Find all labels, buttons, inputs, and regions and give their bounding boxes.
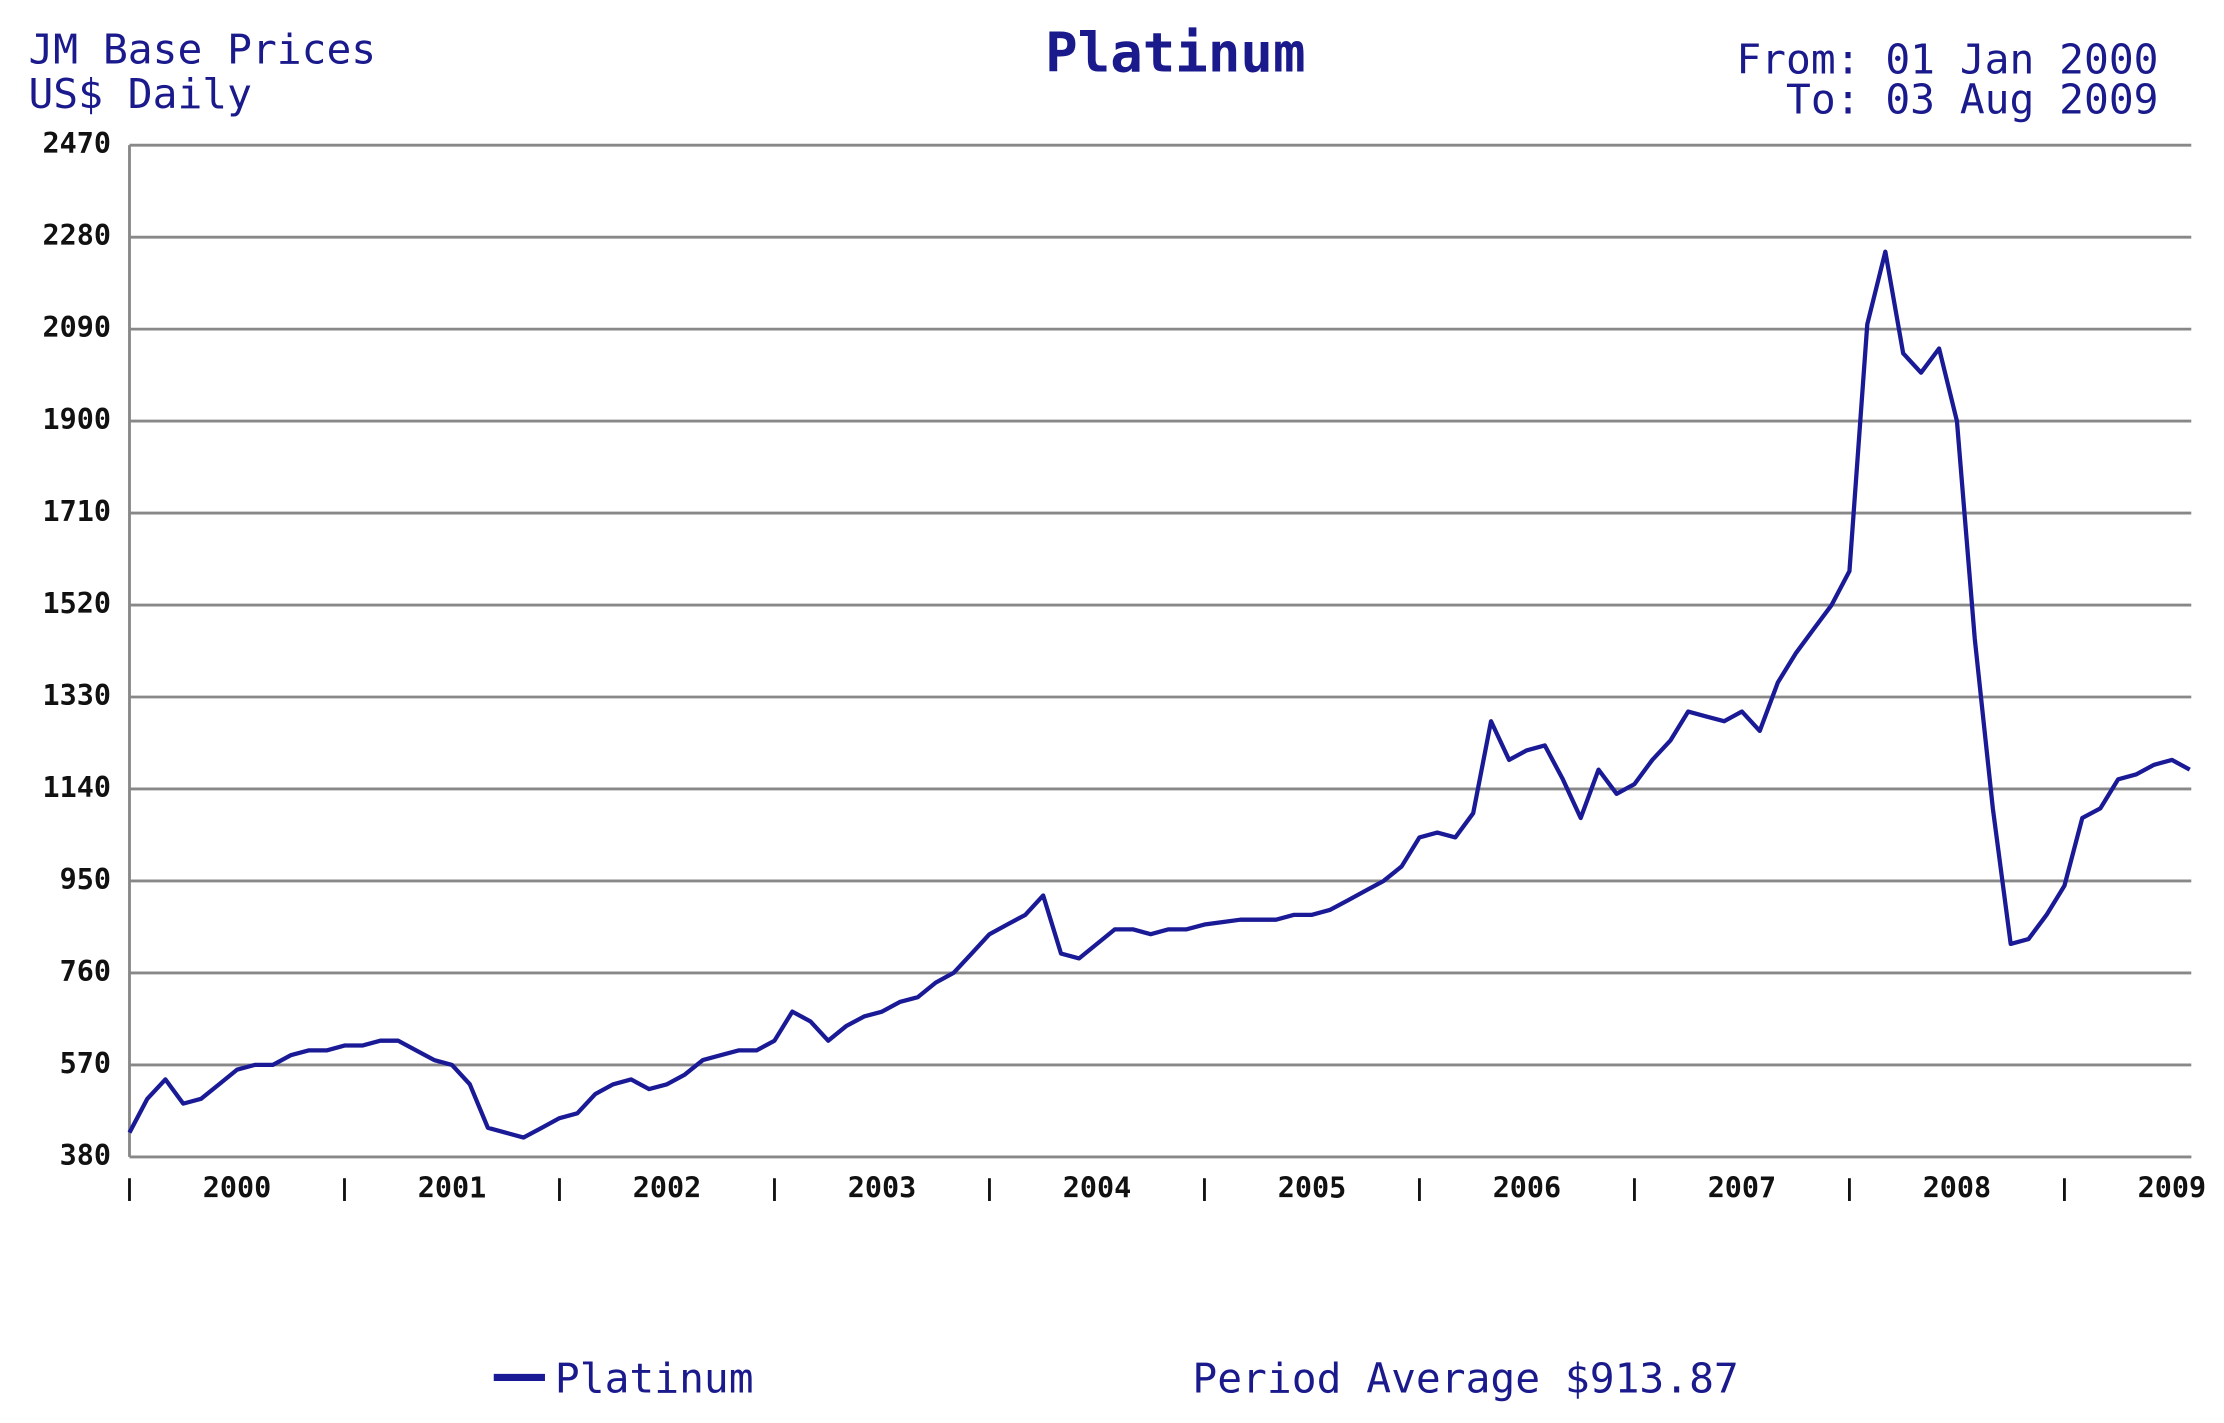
x-tick-label: 2003 (848, 1172, 916, 1205)
date-to: To: 03 Aug 2009 (1786, 75, 2159, 123)
y-tick-label: 760 (60, 955, 111, 988)
x-tick-label: 2006 (1493, 1172, 1561, 1205)
annotation: Period Average $913.87 (1192, 1355, 1738, 1403)
x-tick-label: 2009 (2138, 1172, 2206, 1205)
y-tick-label: 380 (60, 1139, 111, 1172)
y-tick-label: 2470 (43, 127, 111, 160)
x-tick-label: 2005 (1278, 1172, 1346, 1205)
y-tick-label: 1140 (43, 771, 111, 804)
data-line (127, 249, 2191, 1140)
y-tick-label: 1710 (43, 495, 111, 528)
subtitle: JM Base Prices (28, 26, 376, 74)
y-tick-label: 950 (60, 863, 111, 896)
x-tick-label: 2001 (418, 1172, 486, 1205)
legend-label: Platinum (555, 1355, 754, 1403)
date-from: From: 01 Jan 2000 (1736, 36, 2158, 84)
chart-title: Platinum (1045, 22, 1305, 85)
y-tick-label: 1330 (43, 679, 111, 712)
x-tick-label: 2007 (1708, 1172, 1776, 1205)
y-tick-label: 1900 (43, 403, 111, 436)
x-tick-label: 2008 (1923, 1172, 1991, 1205)
y-tick-label: 2090 (43, 311, 111, 344)
subtitle: US$ Daily (28, 70, 252, 118)
y-tick-label: 2280 (43, 219, 111, 252)
y-tick-label: 1520 (43, 587, 111, 620)
x-tick-label: 2004 (1063, 1172, 1131, 1205)
x-tick-label: 2002 (633, 1172, 701, 1205)
x-tick-label: 2000 (203, 1172, 271, 1205)
y-tick-label: 570 (60, 1047, 111, 1080)
